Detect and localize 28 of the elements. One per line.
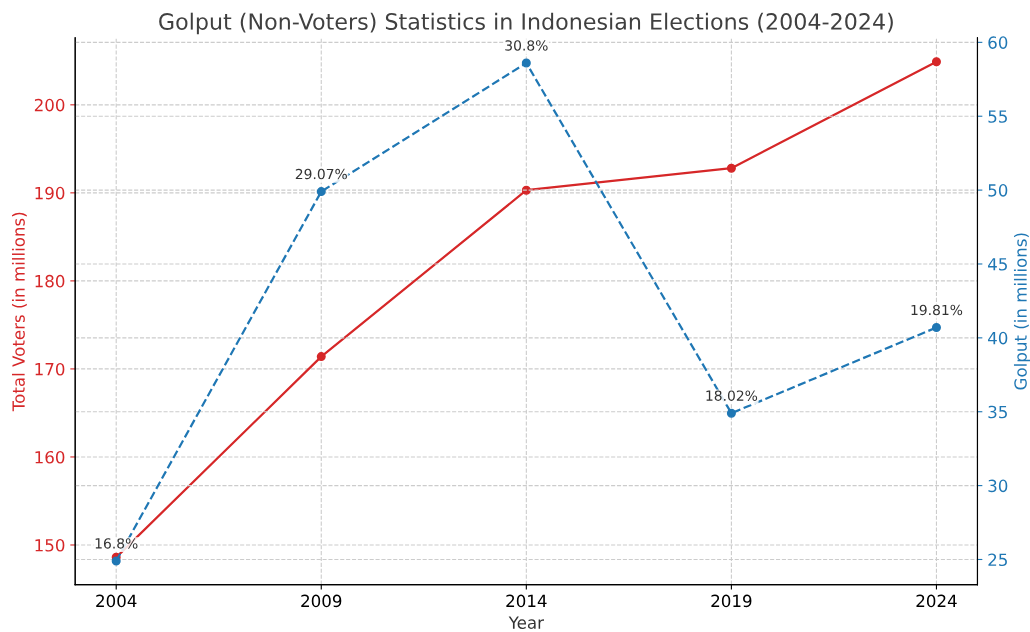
y2-tick-label: 60 (988, 36, 1008, 49)
y2-tick-label: 45 (988, 258, 1007, 271)
x-tick-label: 2024 (916, 594, 957, 608)
y2-tick-label: 40 (988, 331, 1008, 345)
y-tick-label: 180 (35, 274, 65, 288)
y2-axis-title: Golput (in millions) (1013, 233, 1030, 390)
annotation: 16.8% (95, 538, 138, 549)
y-tick-label: 170 (35, 362, 65, 376)
annotation: 30.8% (505, 40, 548, 51)
chart-title: Golput (Non-Voters) Statistics in Indonesian Elections (2004-2024) (159, 12, 893, 35)
y-tick-label: 150 (35, 538, 65, 552)
y2-tick-label: 25 (988, 553, 1007, 567)
y-tick-label: 200 (34, 98, 65, 112)
y2-tick-label: 35 (988, 405, 1007, 419)
annotation: 18.02% (706, 390, 758, 401)
y2-tick-label: 50 (988, 184, 1008, 197)
y2-tick-label: 55 (988, 110, 1007, 123)
y-tick-label: 190 (35, 186, 65, 200)
x-tick-label: 2004 (96, 594, 137, 608)
y2-tick-label: 30 (988, 479, 1008, 493)
x-tick-label: 2019 (711, 594, 752, 608)
x-axis-title: Year (508, 616, 544, 629)
y-tick-label: 160 (35, 450, 65, 464)
annotation: 29.07% (295, 168, 347, 180)
x-tick-label: 2009 (301, 594, 342, 608)
annotation: 19.81% (911, 304, 963, 316)
y-axis-title: Total Voters (in millions) (11, 212, 27, 412)
x-tick-label: 2014 (506, 594, 547, 608)
